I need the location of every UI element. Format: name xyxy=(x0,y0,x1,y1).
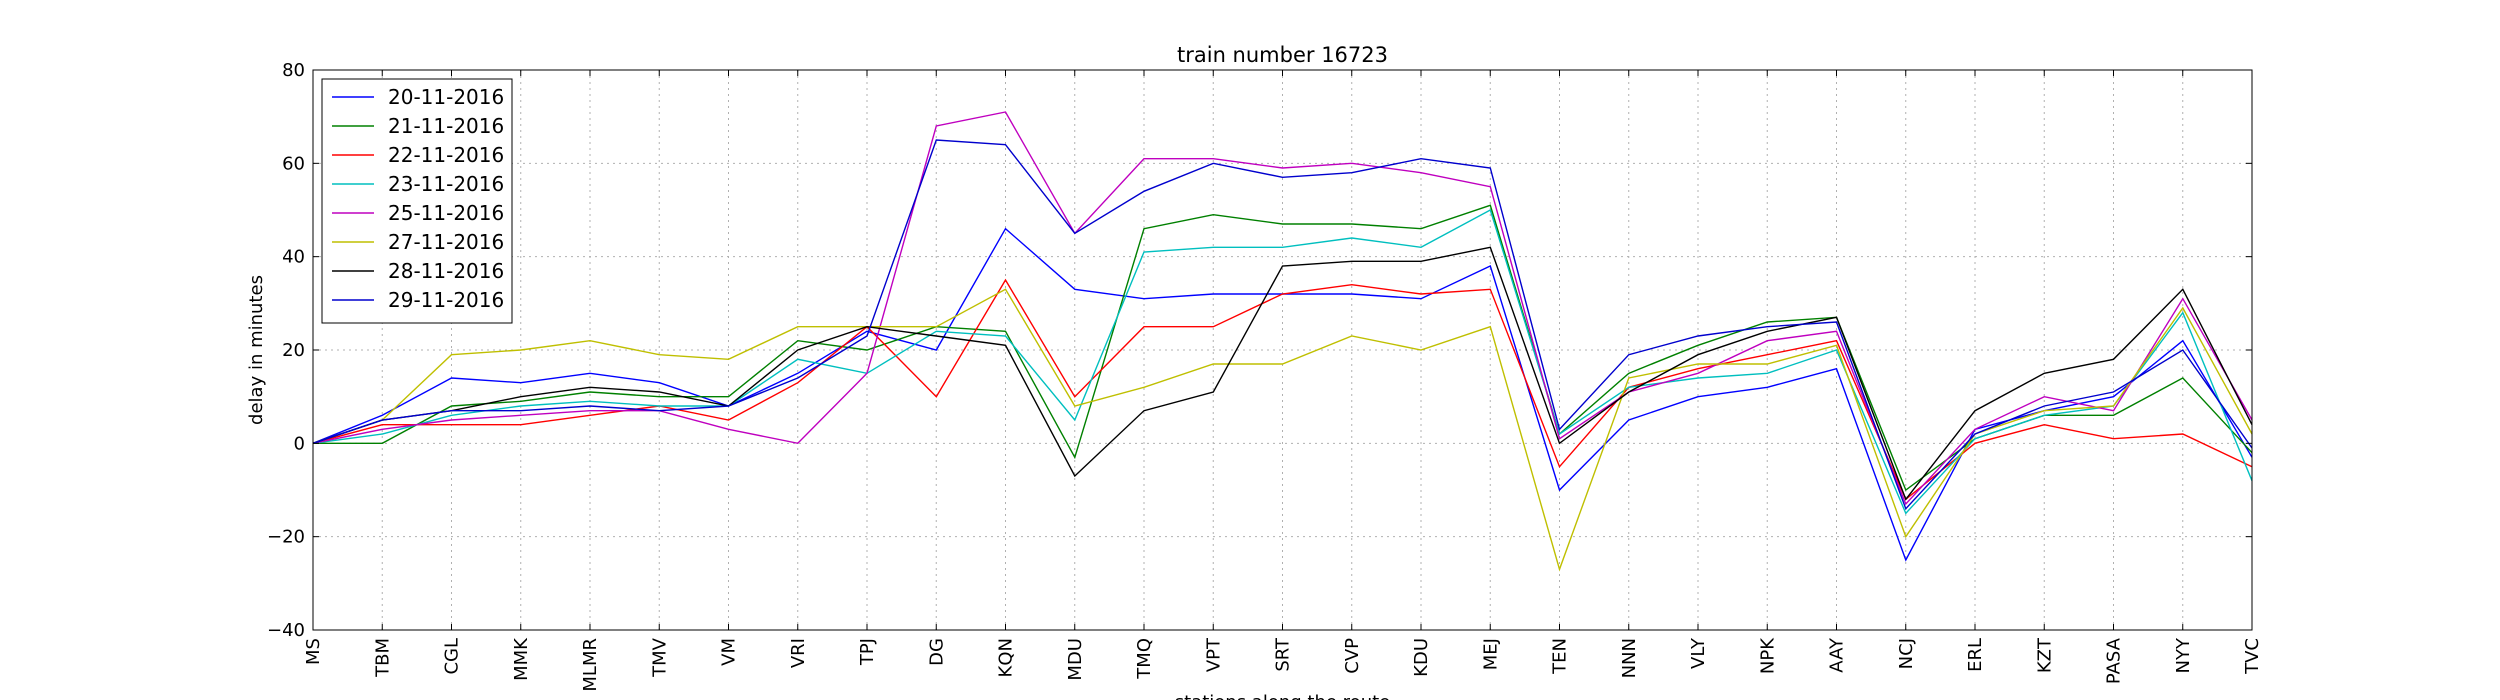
x-axis-label: stations along the route xyxy=(1175,692,1390,700)
series-line-25-11-2016 xyxy=(312,111,2253,506)
legend-label: 20-11-2016 xyxy=(388,85,504,109)
x-tick-label: AAY xyxy=(1827,637,1848,673)
series-line-27-11-2016 xyxy=(312,288,2253,572)
x-tick-label: CVP xyxy=(1342,638,1363,674)
y-axis-ticks: −40 −20 0 20 40 60 80 xyxy=(267,60,2252,641)
x-tick-label: MDU xyxy=(1065,638,1086,681)
legend-label: 21-11-2016 xyxy=(388,114,504,138)
legend-box xyxy=(321,78,513,324)
x-tick-label: VM xyxy=(719,638,740,666)
legend-label: 29-11-2016 xyxy=(388,288,504,312)
legend-label: 28-11-2016 xyxy=(388,259,504,283)
x-tick-label: NPK xyxy=(1757,637,1778,674)
legend: 20-11-2016 21-11-2016 22-11-2016 23-11-2016… xyxy=(321,78,513,324)
x-tick-label: CGL xyxy=(442,638,463,675)
y-tick-label: 40 xyxy=(282,247,305,268)
x-tick-label: VLY xyxy=(1688,637,1709,669)
x-axis-ticks: MS TBM CGL MMK MLMR TMV VM VRI TPJ DG KQN MDU TMQ VPT… xyxy=(303,70,2263,692)
y-tick-label: 0 xyxy=(294,433,305,454)
series-line-28-11-2016 xyxy=(312,246,2253,501)
x-tick-label: MS xyxy=(303,638,324,665)
x-tick-label: SRT xyxy=(1273,637,1294,672)
x-tick-label: TBM xyxy=(372,638,393,678)
series-line-23-11-2016 xyxy=(312,208,2253,515)
y-tick-label: 20 xyxy=(282,340,305,361)
x-tick-label: MMK xyxy=(511,637,532,681)
x-tick-label: TVC xyxy=(2242,638,2263,675)
x-tick-label: TMV xyxy=(649,637,670,678)
x-tick-label: KQN xyxy=(996,638,1017,677)
x-tick-label: VPT xyxy=(1203,637,1224,672)
x-tick-label: MEJ xyxy=(1480,638,1501,670)
y-tick-label: −20 xyxy=(267,527,305,548)
legend-label: 23-11-2016 xyxy=(388,172,504,196)
x-tick-label: ERL xyxy=(1965,638,1986,672)
y-tick-label: −40 xyxy=(267,620,305,641)
series-line-21-11-2016 xyxy=(313,204,2253,492)
x-tick-label: TPJ xyxy=(857,638,878,666)
grid xyxy=(313,70,2252,630)
chart-title: train number 16723 xyxy=(1177,43,1388,67)
legend-label: 27-11-2016 xyxy=(388,230,504,254)
x-tick-label: TMQ xyxy=(1134,638,1155,680)
x-tick-label: MLMR xyxy=(580,638,601,692)
x-tick-label: NCJ xyxy=(1896,638,1917,669)
x-tick-label: DG xyxy=(926,638,947,666)
series-lines xyxy=(312,111,2253,572)
x-tick-label: VRI xyxy=(788,638,809,668)
y-axis-label: delay in minutes xyxy=(246,275,267,425)
legend-label: 22-11-2016 xyxy=(388,143,504,167)
legend-label: 25-11-2016 xyxy=(388,201,504,225)
x-tick-label: TEN xyxy=(1550,638,1571,675)
x-tick-label: KZT xyxy=(2034,637,2055,673)
y-tick-label: 80 xyxy=(282,60,305,81)
series-line-29-11-2016 xyxy=(312,139,2253,511)
x-tick-label: NNN xyxy=(1619,638,1640,678)
y-tick-label: 60 xyxy=(282,153,305,174)
x-tick-label: NYY xyxy=(2173,637,2194,673)
x-tick-label: PASA xyxy=(2104,637,2125,684)
x-tick-label: KDU xyxy=(1411,638,1432,677)
